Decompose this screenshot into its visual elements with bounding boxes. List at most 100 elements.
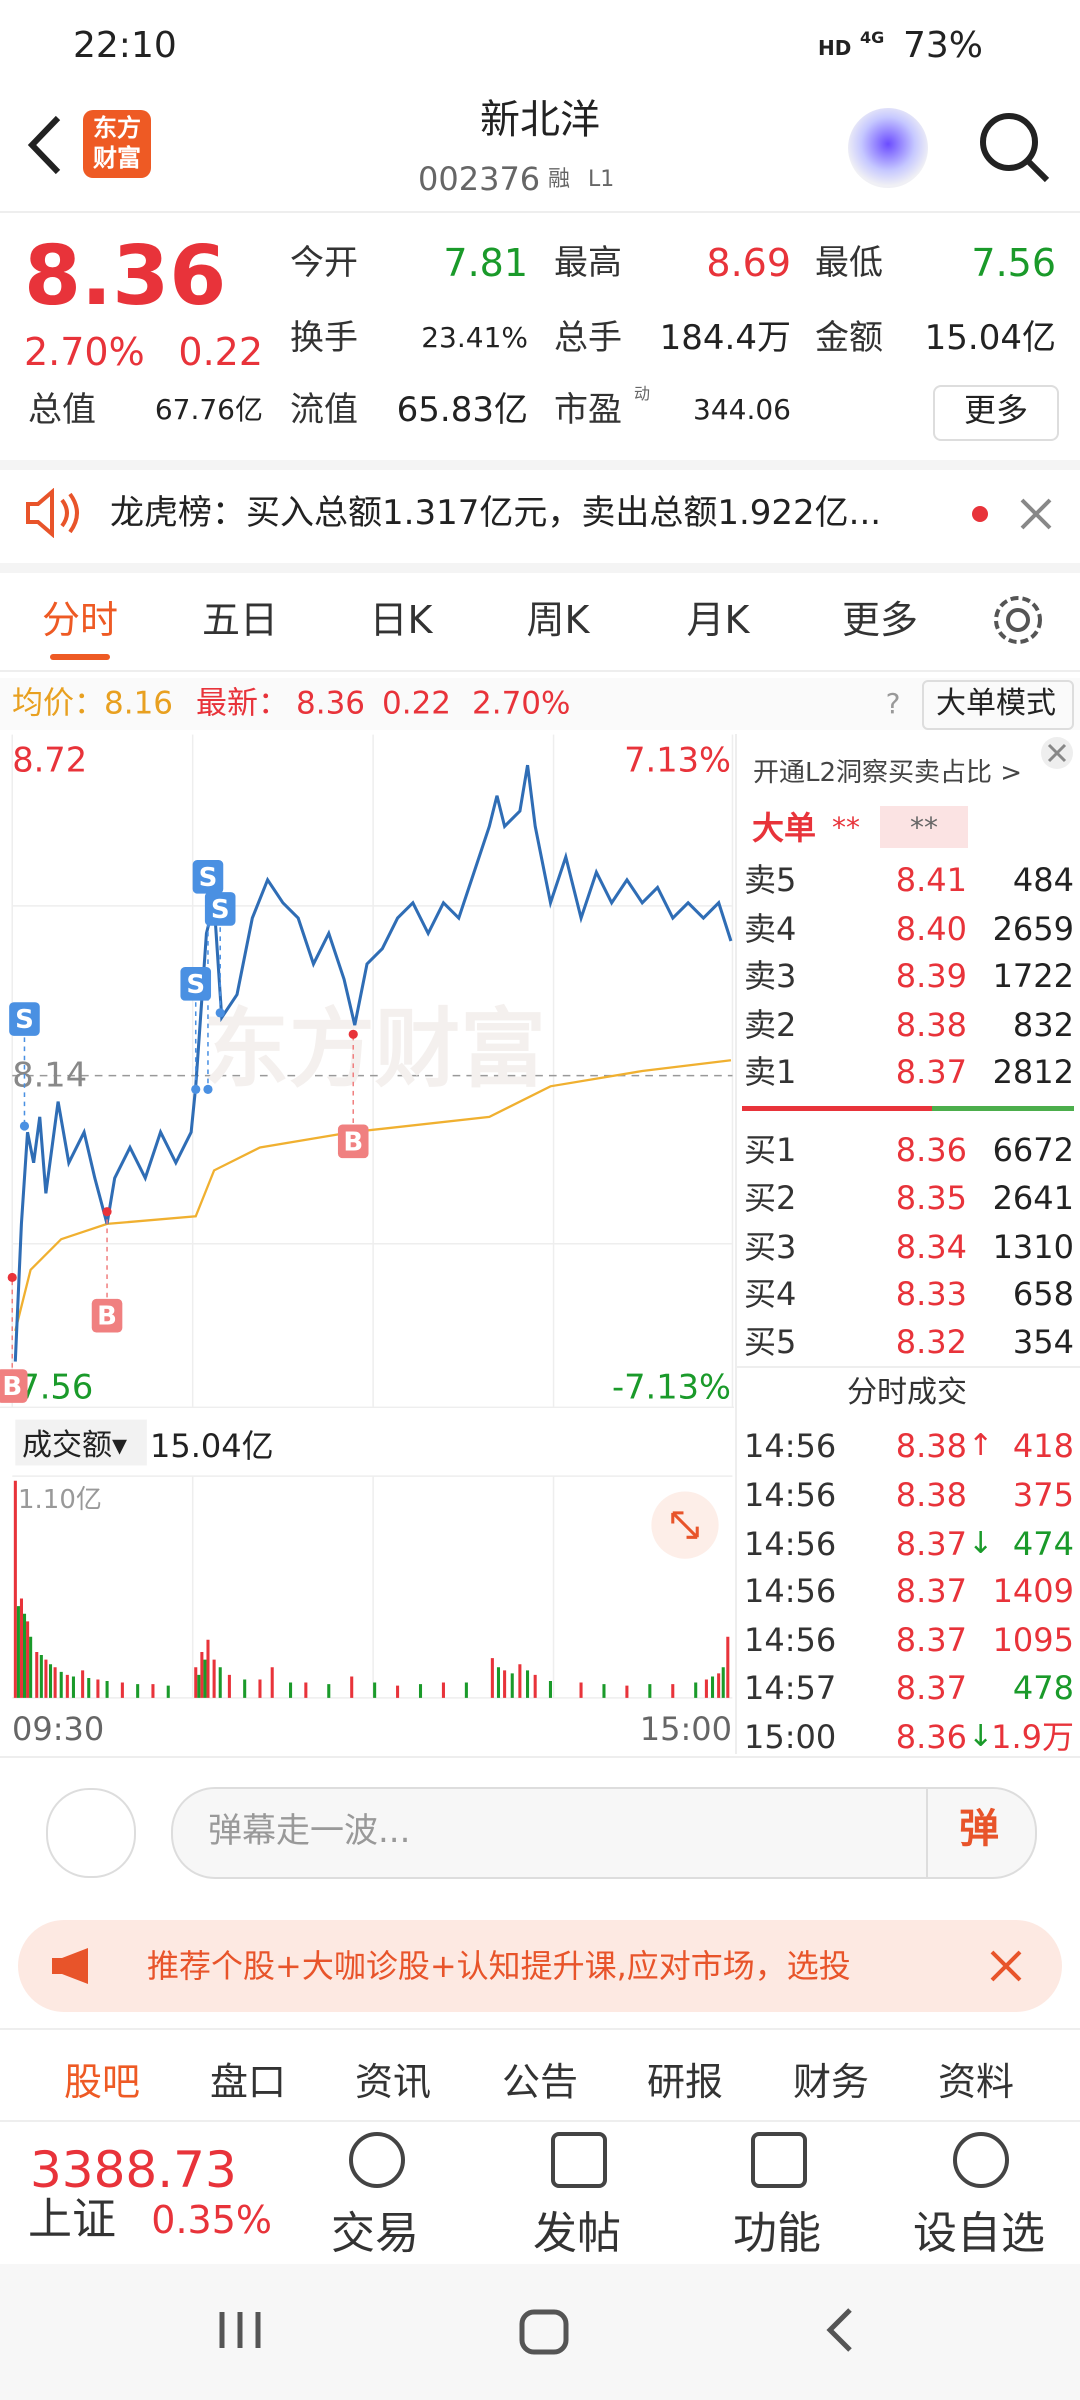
marker-label: B [343, 1127, 363, 1157]
note-button[interactable] [46, 1788, 136, 1878]
trade-volume: 1409 [992, 1572, 1074, 1610]
big-order-value: ** [910, 811, 938, 844]
marker-label: B [97, 1302, 117, 1332]
tab[interactable]: 日K [369, 598, 433, 642]
nav-icon [751, 2132, 807, 2188]
big-order-box [880, 806, 968, 848]
info-item: 0.22 [382, 685, 452, 722]
nav-item[interactable]: 发帖 [533, 2208, 621, 2259]
sub-tab[interactable]: 股吧 [63, 2060, 141, 2104]
help-button[interactable]: ? [885, 687, 901, 720]
nav-icon [349, 2132, 405, 2188]
stat-label: 今开 [290, 243, 358, 283]
close-button[interactable] [1018, 496, 1054, 532]
index-value[interactable]: 3388.73 [30, 2141, 237, 2199]
stat-tag: 动 [634, 384, 651, 403]
tab[interactable]: 更多 [841, 598, 919, 642]
danmaku-button[interactable]: 弹 [959, 1806, 999, 1852]
logo[interactable] [83, 110, 151, 178]
mode-button[interactable] [922, 680, 1074, 730]
more-button[interactable] [933, 385, 1059, 441]
trade-price: 8.37 [895, 1621, 967, 1659]
nav-item[interactable]: 设自选 [913, 2208, 1045, 2259]
info-item: 8.16 [104, 685, 174, 722]
book-price: 8.35 [895, 1179, 967, 1217]
comment-input[interactable] [171, 1787, 1037, 1879]
book-volume: 484 [1012, 861, 1074, 899]
megaphone-icon [52, 1948, 88, 1984]
l2-promo[interactable]: 开通L2洞察买卖占比 > [753, 758, 1023, 788]
book-volume: 832 [1012, 1006, 1074, 1044]
book-volume: 354 [1012, 1323, 1074, 1361]
back-button[interactable] [22, 110, 68, 180]
info-bar-bg [0, 678, 1080, 730]
sub-tab[interactable]: 财务 [792, 2060, 870, 2104]
low-pct-label: -7.13% [612, 1368, 731, 1407]
volume-chart [12, 1419, 733, 1699]
promo-banner[interactable] [18, 1920, 1062, 2012]
stat-label: 金额 [815, 318, 883, 358]
promo-text[interactable]: 推荐个股+大咖诊股+认知提升课,应对市场，选投 [147, 1947, 851, 1985]
notice-text[interactable]: 龙虎榜：买入总额1.317亿元，卖出总额1.922亿... [110, 493, 882, 533]
stat-value: 7.81 [443, 241, 528, 285]
book-price: 8.33 [895, 1275, 967, 1313]
marker-label: S [15, 1005, 34, 1035]
tab[interactable]: 月K [686, 598, 750, 642]
close-button[interactable] [1040, 736, 1074, 770]
close-button[interactable] [988, 1948, 1024, 1984]
book-price: 8.32 [895, 1323, 967, 1361]
stat-value: 23.41% [421, 321, 528, 354]
sub-tab[interactable]: 资讯 [354, 2060, 432, 2104]
marker-badge [91, 1298, 123, 1333]
sub-tab[interactable]: 资料 [937, 2060, 1015, 2104]
trade-time: 14:57 [744, 1669, 837, 1707]
stat-label: 市盈 [554, 390, 622, 430]
sub-tab[interactable]: 盘口 [209, 2060, 287, 2104]
search-button[interactable] [975, 108, 1055, 188]
tab[interactable]: 分时 [41, 598, 119, 642]
divider [0, 460, 1080, 470]
marker-badge [337, 1124, 369, 1159]
volume-selector[interactable] [15, 1419, 147, 1466]
marker-dot [191, 1084, 201, 1094]
mode-button-label[interactable]: 大单模式 [936, 686, 1056, 721]
comment-placeholder[interactable]: 弹幕走一波... [208, 1811, 411, 1851]
volume-bars-down [16, 1606, 725, 1698]
book-volume: 1722 [992, 957, 1074, 995]
trade-time: 14:56 [744, 1525, 837, 1563]
big-order-label: 大单 [752, 809, 817, 847]
stat-value: 344.06 [693, 393, 791, 426]
sub-tab[interactable]: 公告 [501, 2060, 579, 2104]
more-button-label[interactable]: 更多 [963, 391, 1029, 429]
marker-label: S [199, 863, 218, 893]
stat-label: 流值 [290, 390, 358, 430]
tab[interactable]: 五日 [201, 598, 279, 642]
nav-item[interactable]: 交易 [331, 2208, 419, 2259]
system-nav-buttons[interactable] [210, 2300, 890, 2360]
book-label: 买4 [744, 1275, 797, 1313]
volume-max: 1.10亿 [18, 1485, 102, 1515]
base-label: 8.14 [12, 1056, 87, 1095]
volume-selector-label[interactable]: 成交额▾ [22, 1428, 128, 1463]
settings-button[interactable] [990, 592, 1046, 648]
sub-tab[interactable]: 研报 [646, 2060, 724, 2104]
avatar[interactable] [848, 108, 928, 188]
marker-label: B [2, 1372, 22, 1402]
divider [0, 211, 1080, 213]
trade-volume: 418 [1012, 1427, 1074, 1465]
trade-price: 8.37 [895, 1572, 967, 1610]
marker-dot [102, 1207, 112, 1217]
index-pct: 0.35% [151, 2198, 272, 2242]
stat-value: 8.69 [706, 241, 791, 285]
logo-text: 财富 [93, 144, 141, 172]
high-label: 8.72 [12, 741, 87, 780]
book-label: 买5 [744, 1323, 797, 1361]
book-label: 买1 [744, 1131, 797, 1169]
tab[interactable]: 周K [526, 598, 590, 642]
volume-total: 15.04亿 [150, 1427, 274, 1465]
book-label: 卖2 [744, 1006, 797, 1044]
trade-time: 14:56 [744, 1621, 837, 1659]
nav-item[interactable]: 功能 [733, 2208, 821, 2259]
price-line [13, 764, 733, 1362]
